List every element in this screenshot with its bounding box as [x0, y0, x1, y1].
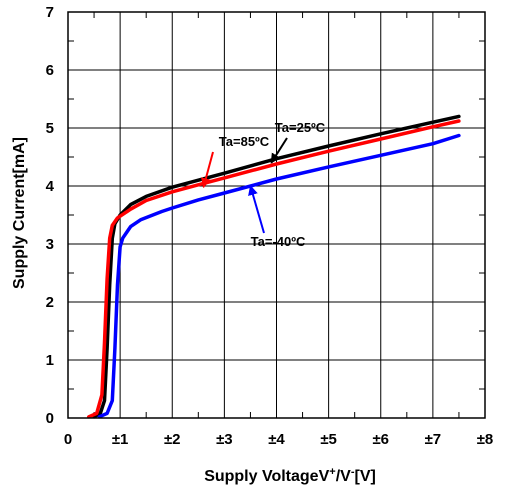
annotation-arrow-1 — [270, 137, 288, 164]
x-tick-label: ±2 — [164, 431, 181, 448]
y-tick-label: 0 — [46, 410, 54, 427]
annotation-label-0: Ta=85ºC — [219, 134, 270, 149]
x-tick-label: ±3 — [216, 431, 233, 448]
x-tick-label: ±4 — [268, 431, 285, 448]
annotation-arrow-2 — [248, 185, 265, 234]
x-tick-label: ±8 — [477, 431, 494, 448]
y-tick-label: 6 — [46, 62, 54, 79]
annotation-label-1: Ta=25ºC — [275, 120, 326, 135]
y-axis-label: Supply Current[mA] — [11, 137, 28, 289]
annotation-label-2: Ta=-40ºC — [251, 234, 306, 249]
plot-frame — [67, 11, 486, 419]
x-tick-label: ±6 — [372, 431, 389, 448]
y-tick-label: 2 — [46, 294, 54, 311]
x-tick-label: ±5 — [320, 431, 337, 448]
y-tick-label: 3 — [46, 236, 54, 253]
series-group — [87, 114, 461, 419]
grid-lines — [68, 12, 485, 418]
series-line-2 — [97, 133, 461, 419]
x-axis-label: Supply VoltageV+/V-[V] — [204, 466, 376, 485]
y-tick-labels: 0 1 2 3 4 5 6 7 — [46, 4, 55, 427]
annotations-group: Ta=85ºC Ta=25ºC Ta=-40ºC — [201, 120, 326, 249]
x-tick-label: ±7 — [425, 431, 442, 448]
series-line-0 — [92, 114, 461, 419]
y-tick-label: 4 — [46, 178, 55, 195]
x-tick-labels: 0 ±1 ±2 ±3 ±4 ±5 ±6 ±7 ±8 — [64, 431, 493, 448]
y-tick-label: 1 — [46, 352, 54, 369]
annotation-arrow-0 — [201, 151, 214, 189]
y-tick-label: 7 — [46, 4, 54, 21]
x-tick-label: ±1 — [112, 431, 129, 448]
series-line-1 — [87, 119, 461, 419]
y-tick-label: 5 — [46, 120, 54, 137]
x-tick-label: 0 — [64, 431, 72, 448]
